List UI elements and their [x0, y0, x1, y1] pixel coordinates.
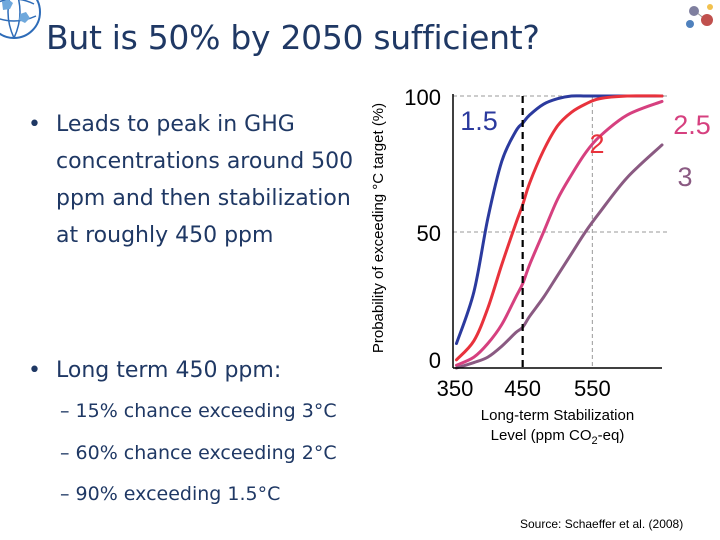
- sub-bullet-2c: – 60% chance exceeding 2°C: [60, 442, 337, 464]
- series-line-1-5: [454, 94, 664, 346]
- y-tick-label-50: 50: [417, 221, 441, 246]
- y-tick-label-0: 0: [429, 348, 441, 373]
- x-axis-label-subscript: 2: [592, 435, 598, 447]
- y-tick-label-100: 100: [404, 85, 441, 110]
- chart-labels: 0 50 100 350 450 550 Probability of exceeding …: [370, 85, 711, 447]
- x-axis-label-prefix: Level (ppm CO: [491, 427, 592, 444]
- bullet-marker: •: [28, 358, 41, 383]
- bullet-text: Leads to peak in GHG concentrations arou…: [56, 112, 354, 248]
- sub-bullet-15c: – 90% exceeding 1.5°C: [60, 483, 281, 505]
- bullet-text: Long term 450 ppm:: [56, 358, 282, 383]
- series-line-2-5: [454, 99, 664, 367]
- x-tick-label-450: 450: [504, 376, 541, 401]
- globe-logo-icon: [0, 0, 41, 39]
- chart-axes: [452, 94, 662, 369]
- series-label-1-5: 1.5: [460, 106, 498, 136]
- series-label-2: 2: [589, 129, 604, 159]
- x-axis-label-line1: Long-term Stabilization: [481, 407, 634, 424]
- x-axis-label-line2: Level (ppm CO2-eq): [491, 427, 625, 447]
- chart-grid: [453, 95, 668, 368]
- series-label-2-5: 2.5: [673, 110, 711, 140]
- x-tick-label-350: 350: [437, 376, 474, 401]
- series-label-3: 3: [677, 162, 692, 192]
- x-tick-label-550: 550: [574, 376, 611, 401]
- molecule-logo-icon: [686, 4, 713, 28]
- y-axis-label: Probability of exceeding °C target (%): [370, 103, 387, 353]
- sub-bullet-3c: – 15% chance exceeding 3°C: [60, 400, 337, 422]
- slide-title: But is 50% by 2050 sufficient?: [46, 18, 540, 57]
- series-line-3: [454, 143, 664, 370]
- probability-chart: 0 50 100 350 450 550 Probability of exceeding …: [370, 85, 711, 447]
- chart-curves: [454, 94, 664, 370]
- series-line-2: [454, 94, 664, 362]
- bullet-marker: •: [28, 112, 41, 137]
- x-axis-label-suffix: -eq): [598, 427, 625, 444]
- source-citation: Source: Schaeffer et al. (2008): [520, 517, 684, 531]
